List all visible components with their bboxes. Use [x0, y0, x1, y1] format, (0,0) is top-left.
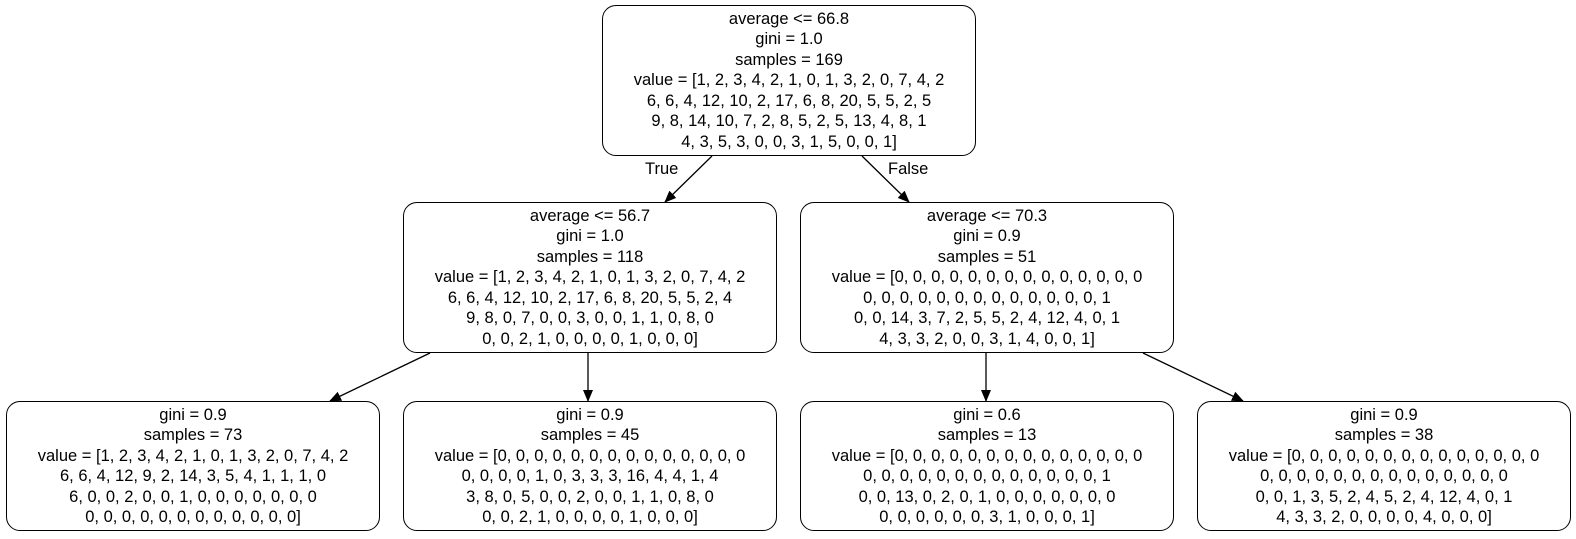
edge-right-to-right-right — [1142, 352, 1244, 402]
edge-root-to-left — [664, 155, 713, 203]
node-right-gini: gini = 0.9 — [953, 227, 1021, 246]
node-leaf-gini: gini = 0.9 — [556, 405, 624, 424]
node-leaf-right-right: gini = 0.9 samples = 38 value = [0, 0, 0… — [1197, 401, 1571, 531]
node-leaf-left-left: gini = 0.9 samples = 73 value = [1, 2, 3… — [6, 401, 380, 531]
node-root-value-line: 4, 3, 5, 3, 0, 0, 3, 1, 5, 0, 0, 1] — [681, 132, 897, 151]
node-left-gini: gini = 1.0 — [556, 227, 624, 246]
node-leaf-samples: samples = 38 — [1334, 426, 1434, 444]
node-leaf-value-line: 0, 0, 0, 0, 0, 0, 0, 0, 0, 0, 0, 0] — [85, 508, 301, 526]
node-left-samples: samples = 118 — [536, 247, 644, 266]
node-leaf-value-line: 6, 0, 0, 2, 0, 0, 1, 0, 0, 0, 0, 0, 0, 0 — [69, 487, 317, 506]
node-right-value-line: 4, 3, 3, 2, 0, 0, 3, 1, 4, 0, 0, 1] — [879, 329, 1095, 348]
node-leaf-value-line: 0, 0, 0, 0, 0, 0, 0, 0, 0, 0, 0, 0, 0, 0 — [1260, 467, 1508, 485]
node-leaf-gini: gini = 0.9 — [159, 405, 227, 424]
edge-label-false: False — [888, 160, 929, 178]
node-leaf-value-line: value = [1, 2, 3, 4, 2, 1, 0, 1, 3, 2, 0… — [37, 446, 349, 465]
node-leaf-gini: gini = 0.9 — [1350, 405, 1418, 424]
node-left-condition: average <= 56.7 — [529, 206, 651, 225]
node-leaf-value-line: value = [0, 0, 0, 0, 0, 0, 0, 0, 0, 0, 0… — [831, 446, 1143, 465]
node-leaf-value-line: value = [0, 0, 0, 0, 0, 0, 0, 0, 0, 0, 0… — [1228, 446, 1540, 465]
edge-root-to-right — [861, 155, 910, 203]
node-root-gini: gini = 1.0 — [755, 30, 823, 49]
node-left-value-line: value = [1, 2, 3, 4, 2, 1, 0, 1, 3, 2, 0… — [434, 268, 746, 287]
node-right: average <= 70.3 gini = 0.9 samples = 51 … — [800, 202, 1174, 353]
node-leaf-value-line: 6, 6, 4, 12, 9, 2, 14, 3, 5, 4, 1, 1, 1,… — [59, 467, 326, 485]
node-left-value-line: 9, 8, 0, 7, 0, 0, 3, 0, 0, 1, 1, 0, 8, 0 — [466, 309, 714, 328]
node-leaf-gini: gini = 0.6 — [953, 405, 1021, 424]
node-root-samples: samples = 169 — [735, 50, 843, 69]
node-left-value-line: 0, 0, 2, 1, 0, 0, 0, 0, 1, 0, 0, 0] — [482, 329, 698, 348]
node-leaf-samples: samples = 73 — [143, 426, 243, 444]
node-leaf-value-line: 0, 0, 13, 0, 2, 0, 1, 0, 0, 0, 0, 0, 0, … — [858, 487, 1116, 506]
node-right-condition: average <= 70.3 — [926, 206, 1048, 225]
node-leaf-value-line: 0, 0, 0, 0, 0, 0, 3, 1, 0, 0, 0, 1] — [879, 508, 1095, 526]
node-right-value-line: 0, 0, 14, 3, 7, 2, 5, 5, 2, 4, 12, 4, 0,… — [853, 309, 1120, 328]
edge-left-to-left-left — [329, 352, 431, 402]
node-leaf-value-line: 0, 0, 1, 3, 5, 2, 4, 5, 2, 4, 12, 4, 0, … — [1255, 487, 1513, 506]
node-leaf-samples: samples = 13 — [937, 426, 1037, 444]
node-leaf-value-line: 0, 0, 0, 0, 0, 0, 0, 0, 0, 0, 0, 0, 0, 1 — [863, 467, 1111, 485]
node-leaf-samples: samples = 45 — [540, 426, 640, 444]
node-leaf-value-line: 3, 8, 0, 5, 0, 0, 2, 0, 0, 1, 1, 0, 8, 0 — [466, 487, 714, 506]
node-leaf-value-line: value = [0, 0, 0, 0, 0, 0, 0, 0, 0, 0, 0… — [434, 446, 746, 465]
node-leaf-value-line: 4, 3, 3, 2, 0, 0, 0, 0, 4, 0, 0, 0] — [1276, 508, 1492, 526]
node-leaf-right-left: gini = 0.6 samples = 13 value = [0, 0, 0… — [800, 401, 1174, 531]
node-root-value-line: 9, 8, 14, 10, 7, 2, 8, 5, 2, 5, 13, 4, 8… — [651, 112, 927, 131]
node-right-samples: samples = 51 — [937, 247, 1037, 266]
node-root: average <= 66.8 gini = 1.0 samples = 169… — [602, 5, 976, 156]
node-right-value-line: 0, 0, 0, 0, 0, 0, 0, 0, 0, 0, 0, 0, 0, 1 — [863, 288, 1111, 307]
node-right-value-line: value = [0, 0, 0, 0, 0, 0, 0, 0, 0, 0, 0… — [831, 268, 1143, 287]
node-leaf-value-line: 0, 0, 0, 0, 1, 0, 3, 3, 3, 16, 4, 4, 1, … — [461, 467, 719, 485]
node-leaf-left-right: gini = 0.9 samples = 45 value = [0, 0, 0… — [403, 401, 777, 531]
node-left-value-line: 6, 6, 4, 12, 10, 2, 17, 6, 8, 20, 5, 5, … — [447, 288, 733, 307]
node-leaf-value-line: 0, 0, 2, 1, 0, 0, 0, 0, 1, 0, 0, 0] — [482, 508, 698, 526]
node-root-value-line: 6, 6, 4, 12, 10, 2, 17, 6, 8, 20, 5, 5, … — [646, 91, 932, 110]
node-left: average <= 56.7 gini = 1.0 samples = 118… — [403, 202, 777, 353]
node-root-condition: average <= 66.8 — [728, 9, 850, 28]
node-root-value-line: value = [1, 2, 3, 4, 2, 1, 0, 1, 3, 2, 0… — [633, 71, 945, 90]
edge-label-true: True — [645, 160, 679, 178]
